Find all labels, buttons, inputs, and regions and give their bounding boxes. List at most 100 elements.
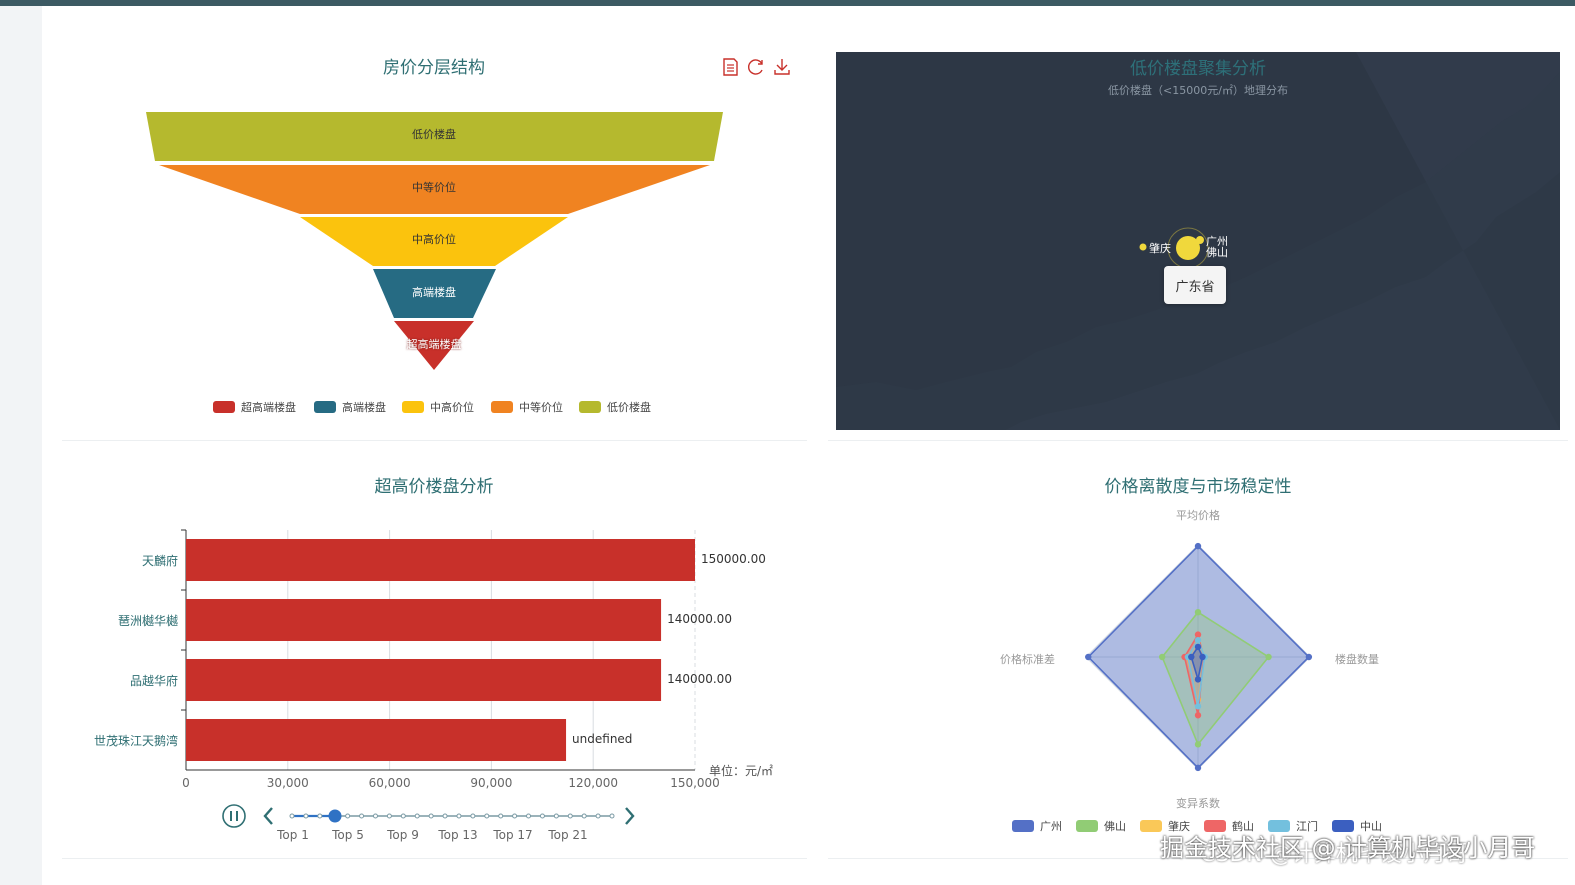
- bar-x-tick-label: 30,000: [266, 776, 309, 790]
- panel-divider: [828, 858, 1568, 859]
- timeline-dot[interactable]: [456, 813, 462, 819]
- radar-title: 价格离散度与市场稳定性: [1104, 477, 1292, 497]
- timeline-dot[interactable]: [414, 813, 420, 819]
- radar-chart: [1085, 542, 1313, 772]
- legend-swatch: [1204, 820, 1226, 832]
- radar-legend-zhaoqing[interactable]: 肇庆: [1140, 818, 1190, 834]
- download-icon[interactable]: [774, 59, 790, 75]
- funnel-toolbar: [723, 58, 790, 76]
- legend-swatch: [491, 401, 513, 413]
- radar-indicator-avg-price: 平均价格: [1176, 509, 1220, 522]
- map-point-zhaoqing[interactable]: [1139, 243, 1147, 251]
- timeline-dot[interactable]: [526, 813, 532, 819]
- panel-divider: [62, 858, 807, 859]
- timeline-label-5[interactable]: Top 5: [332, 828, 364, 842]
- bar-value-label: 140000.00: [667, 612, 732, 626]
- legend-label: 低价楼盘: [607, 401, 651, 414]
- radar-point[interactable]: [1158, 653, 1166, 661]
- bar[interactable]: [186, 599, 662, 641]
- timeline-prev-button[interactable]: [263, 807, 273, 825]
- radar-point[interactable]: [1188, 653, 1195, 661]
- bar-x-tick-label: 0: [182, 776, 190, 790]
- timeline-label-17[interactable]: Top 17: [493, 828, 533, 842]
- timeline-label-1[interactable]: Top 1: [277, 828, 309, 842]
- timeline-dot[interactable]: [372, 813, 378, 819]
- map-point-guangzhou[interactable]: [1196, 236, 1204, 244]
- funnel-stage-low[interactable]: [146, 112, 723, 161]
- timeline-dot[interactable]: [289, 813, 295, 819]
- funnel-legend-low[interactable]: 低价楼盘: [579, 399, 651, 415]
- timeline-dot[interactable]: [317, 813, 323, 819]
- timeline-next-button[interactable]: [625, 807, 635, 825]
- timeline-dot[interactable]: [359, 813, 365, 819]
- funnel-legend-mid[interactable]: 中等价位: [491, 399, 563, 415]
- timeline-label-9[interactable]: Top 9: [387, 828, 419, 842]
- radar-point[interactable]: [1265, 653, 1272, 661]
- radar-point[interactable]: [1194, 637, 1202, 644]
- timeline-dot[interactable]: [303, 813, 309, 819]
- timeline-dot[interactable]: [595, 813, 601, 819]
- timeline-label-13[interactable]: Top 13: [438, 828, 478, 842]
- refresh-icon[interactable]: [747, 59, 763, 75]
- radar-legend-heshan[interactable]: 鹤山: [1204, 818, 1254, 834]
- radar-point[interactable]: [1305, 653, 1313, 661]
- timeline-dot[interactable]: [553, 813, 559, 819]
- legend-label: 超高端楼盘: [241, 401, 296, 414]
- radar-point[interactable]: [1199, 653, 1206, 661]
- funnel-stage-mid[interactable]: [159, 165, 710, 214]
- bar[interactable]: [186, 659, 662, 701]
- timeline-dot[interactable]: [581, 813, 587, 819]
- radar-point[interactable]: [1194, 609, 1202, 616]
- legend-label: 中高价位: [430, 401, 474, 414]
- funnel-legend-high[interactable]: 高端楼盘: [314, 399, 386, 415]
- funnel-stage-ultra[interactable]: [394, 321, 474, 370]
- timeline-dot[interactable]: [345, 813, 351, 819]
- timeline-dot[interactable]: [539, 813, 545, 819]
- timeline-label-21[interactable]: Top 21: [548, 828, 588, 842]
- radar-point[interactable]: [1194, 631, 1202, 638]
- radar-point[interactable]: [1085, 653, 1092, 661]
- radar-point[interactable]: [1194, 676, 1202, 683]
- bar[interactable]: [186, 539, 695, 581]
- radar-point[interactable]: [1194, 643, 1202, 651]
- funnel-label-ultra: 超高端楼盘: [406, 338, 462, 351]
- radar-legend-foshan[interactable]: 佛山: [1076, 818, 1126, 834]
- timeline-handle[interactable]: [328, 809, 342, 823]
- timeline-dot[interactable]: [498, 813, 504, 819]
- radar-point[interactable]: [1194, 764, 1202, 772]
- radar-legend-zhongshan[interactable]: 中山: [1332, 818, 1382, 834]
- legend-label: 广州: [1040, 820, 1062, 833]
- bar-value-label: 150000.00: [701, 552, 766, 566]
- legend-swatch: [1332, 820, 1354, 832]
- radar-point[interactable]: [1194, 712, 1202, 719]
- funnel-stage-high[interactable]: [373, 269, 496, 318]
- funnel-stage-midhigh[interactable]: [300, 217, 568, 266]
- pause-button[interactable]: [222, 804, 246, 828]
- legend-label: 高端楼盘: [342, 401, 386, 414]
- timeline-dot[interactable]: [567, 813, 573, 819]
- radar-legend-jiangmen[interactable]: 江门: [1268, 818, 1318, 834]
- map-point-guangzhou-foshan[interactable]: [1176, 236, 1200, 260]
- bar-x-tick-label: 120,000: [568, 776, 618, 790]
- timeline-dot[interactable]: [484, 813, 490, 819]
- timeline-dot[interactable]: [609, 813, 615, 819]
- funnel-chart: [146, 112, 723, 370]
- funnel-legend-ultra[interactable]: 超高端楼盘: [213, 399, 296, 415]
- data-view-icon[interactable]: [723, 58, 738, 76]
- bar-category-label: 品越华府: [129, 674, 178, 688]
- timeline-dot[interactable]: [400, 813, 406, 819]
- timeline-dot[interactable]: [386, 813, 392, 819]
- bar[interactable]: [186, 719, 567, 761]
- legend-label: 江门: [1296, 820, 1318, 833]
- radar-point[interactable]: [1194, 703, 1202, 710]
- funnel-legend-midhigh[interactable]: 中高价位: [402, 399, 474, 415]
- radar-legend-guangzhou[interactable]: 广州: [1012, 818, 1062, 834]
- radar-point[interactable]: [1194, 542, 1202, 550]
- bar-chart: [181, 529, 696, 771]
- timeline-dot[interactable]: [442, 813, 448, 819]
- timeline-dot[interactable]: [470, 813, 476, 819]
- panel-divider: [62, 440, 807, 441]
- radar-point[interactable]: [1194, 741, 1202, 748]
- timeline-dot[interactable]: [428, 813, 434, 819]
- timeline-dot[interactable]: [512, 813, 518, 819]
